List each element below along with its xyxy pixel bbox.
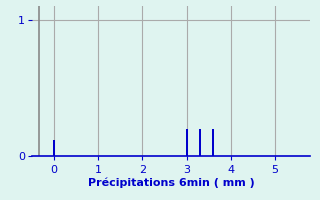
X-axis label: Précipitations 6min ( mm ): Précipitations 6min ( mm ) (88, 178, 255, 188)
Bar (53, 140, 55, 156)
Bar (186, 129, 188, 156)
Bar (212, 129, 214, 156)
Bar (199, 129, 201, 156)
